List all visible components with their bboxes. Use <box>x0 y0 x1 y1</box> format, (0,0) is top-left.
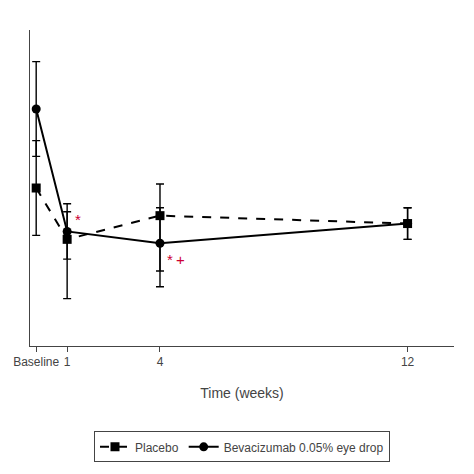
svg-text:4: 4 <box>157 355 164 369</box>
svg-text:Placebo: Placebo <box>135 441 179 455</box>
svg-text:Time (weeks): Time (weeks) <box>200 385 284 401</box>
svg-text:+: + <box>176 251 185 268</box>
svg-text:*: * <box>75 211 81 228</box>
svg-text:*: * <box>167 251 173 268</box>
svg-text:Baseline: Baseline <box>13 355 59 369</box>
svg-text:Bevacizumab 0.05% eye drop: Bevacizumab 0.05% eye drop <box>224 441 384 455</box>
svg-text:1: 1 <box>64 355 71 369</box>
svg-text:12: 12 <box>401 355 415 369</box>
